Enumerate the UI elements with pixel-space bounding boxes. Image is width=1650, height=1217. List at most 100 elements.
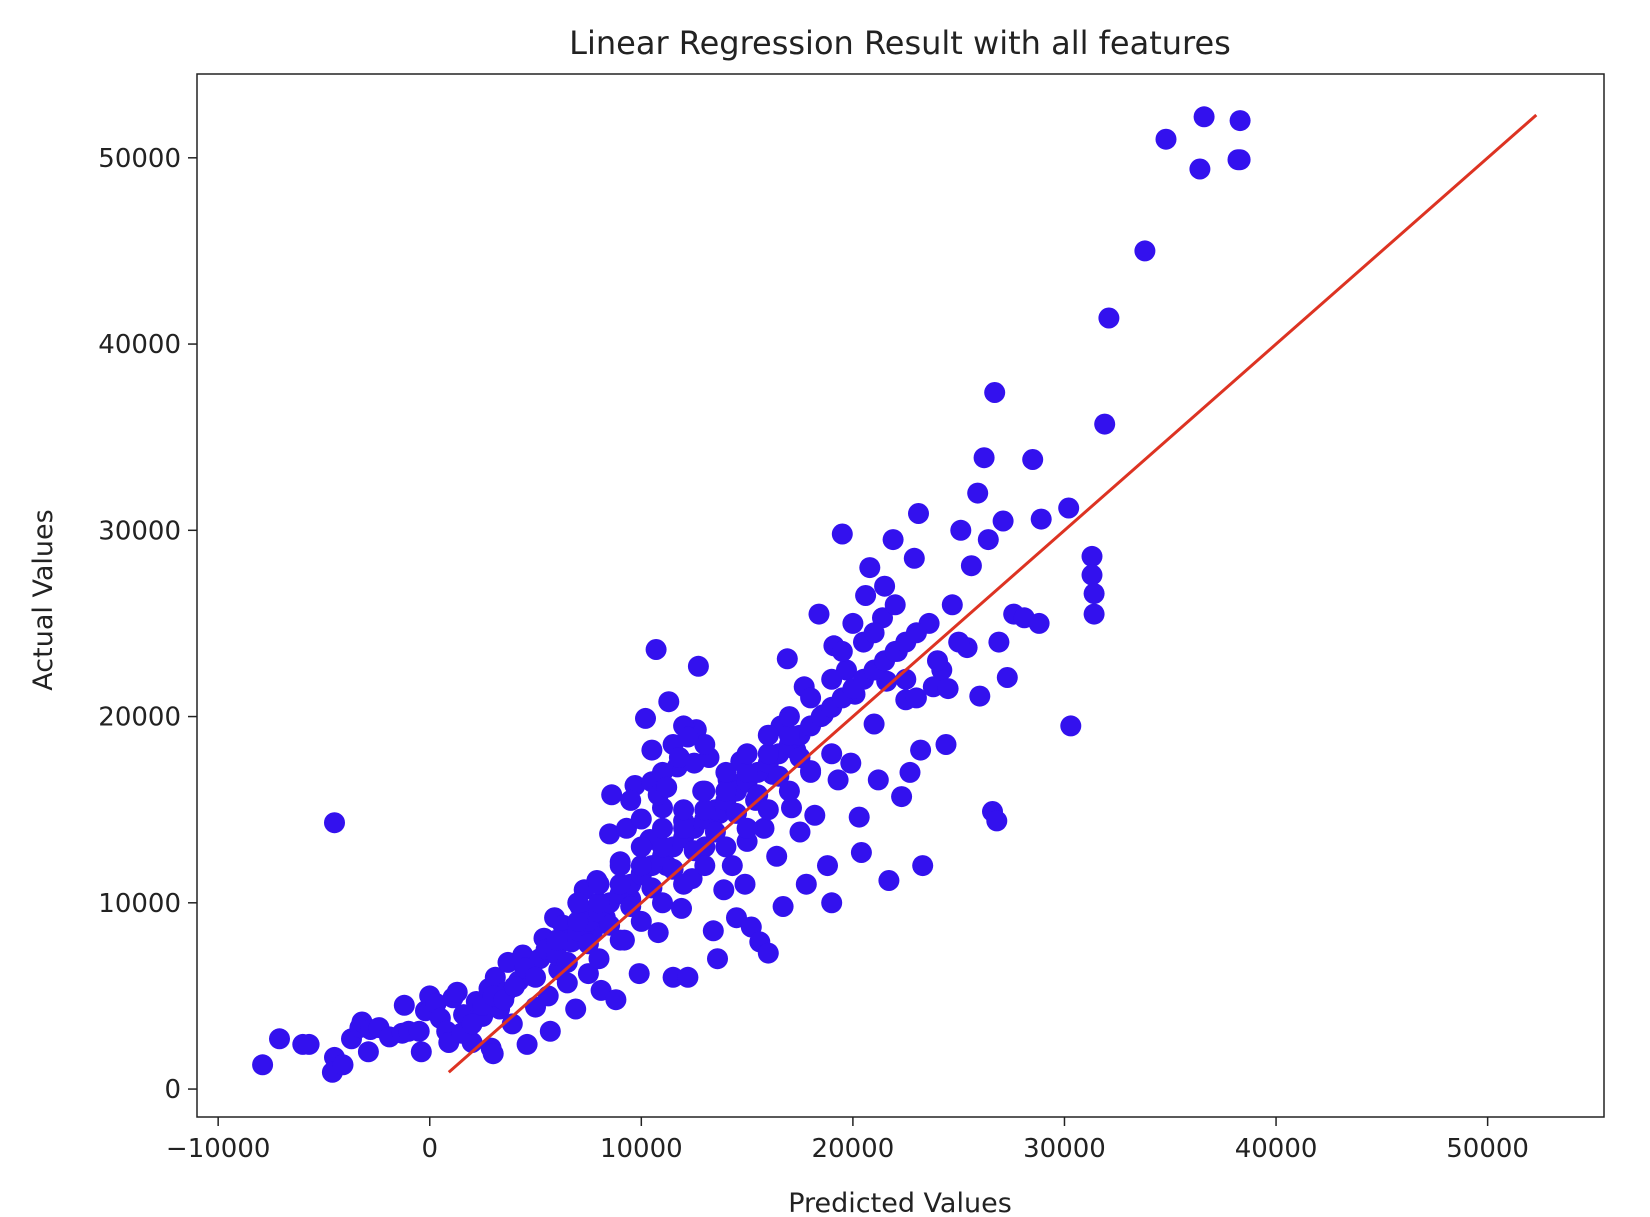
data-point xyxy=(840,752,862,774)
x-tick-label: 20000 xyxy=(812,1134,895,1164)
data-point xyxy=(683,840,705,862)
data-point xyxy=(891,786,913,808)
data-point xyxy=(1081,564,1103,586)
y-tick-label: 40000 xyxy=(98,330,181,360)
data-point xyxy=(1022,449,1044,470)
data-point xyxy=(673,817,695,839)
data-point xyxy=(821,743,843,765)
data-point xyxy=(817,855,838,877)
data-point xyxy=(484,966,506,988)
data-point xyxy=(1058,497,1080,519)
data-point xyxy=(821,892,843,914)
data-point xyxy=(827,769,849,791)
y-tick-label: 50000 xyxy=(98,144,181,174)
x-axis-title: Predicted Values xyxy=(788,1188,1012,1217)
data-point xyxy=(605,989,627,1011)
data-point xyxy=(567,892,589,914)
data-point xyxy=(882,529,904,551)
data-point xyxy=(1083,583,1105,605)
data-point xyxy=(410,1041,432,1063)
data-point xyxy=(948,631,970,653)
data-point xyxy=(673,873,695,895)
data-point xyxy=(863,713,885,735)
data-point xyxy=(721,855,743,877)
data-point xyxy=(935,734,957,755)
data-point xyxy=(941,594,963,616)
data-point xyxy=(1193,106,1215,128)
data-point xyxy=(781,797,802,819)
data-point xyxy=(808,603,830,625)
x-tick-label: 10000 xyxy=(600,1134,683,1164)
data-point xyxy=(821,668,843,690)
data-point xyxy=(662,858,684,880)
data-point xyxy=(656,776,678,798)
x-tick-label: −10000 xyxy=(166,1134,271,1164)
x-tick-label: 40000 xyxy=(1235,1134,1318,1164)
data-point xyxy=(927,650,948,672)
fit-line xyxy=(447,113,1538,1074)
data-point xyxy=(503,976,525,998)
data-point xyxy=(645,639,667,660)
data-point xyxy=(658,691,680,713)
data-point xyxy=(778,780,800,802)
plot-frame xyxy=(196,73,1605,1118)
data-point xyxy=(768,765,790,787)
data-point xyxy=(1060,715,1082,737)
data-point xyxy=(652,836,673,858)
data-point xyxy=(905,622,927,644)
y-tick-label: 30000 xyxy=(98,516,181,546)
data-point xyxy=(652,817,673,839)
data-point xyxy=(630,808,652,830)
data-point xyxy=(960,555,982,577)
data-point xyxy=(789,747,811,768)
data-point xyxy=(694,734,716,755)
data-point xyxy=(567,910,589,932)
x-tick-label: 50000 xyxy=(1446,1134,1529,1164)
data-point xyxy=(778,724,800,746)
data-point xyxy=(647,922,669,944)
data-point xyxy=(726,802,747,824)
data-point xyxy=(757,942,779,964)
data-point xyxy=(863,622,885,644)
data-point xyxy=(973,447,995,469)
data-point xyxy=(516,1033,538,1055)
plot-area xyxy=(197,74,1604,1117)
data-point xyxy=(671,897,692,919)
data-point xyxy=(662,966,684,988)
data-point xyxy=(1155,128,1177,150)
y-tick-label: 20000 xyxy=(98,703,181,733)
data-point xyxy=(1081,545,1103,567)
data-point xyxy=(772,896,794,917)
x-tick-label: 30000 xyxy=(1023,1134,1106,1164)
data-point xyxy=(677,726,699,748)
data-point xyxy=(905,687,927,709)
data-point xyxy=(910,739,932,761)
data-point xyxy=(1028,612,1050,634)
data-point xyxy=(609,873,631,895)
data-point xyxy=(950,519,972,541)
data-point xyxy=(713,879,735,901)
data-point xyxy=(831,640,853,662)
data-point xyxy=(804,804,826,826)
data-point xyxy=(298,1033,320,1055)
data-point xyxy=(668,747,690,768)
data-point xyxy=(588,948,610,970)
data-point xyxy=(546,929,568,951)
data-point xyxy=(766,845,788,867)
y-tick-label: 0 xyxy=(164,1075,181,1105)
fit-line-layer xyxy=(447,113,1538,1074)
data-point xyxy=(988,631,1010,653)
data-point xyxy=(357,1041,379,1063)
data-point xyxy=(984,382,1006,403)
y-axis-title: Actual Values xyxy=(28,509,59,690)
data-point xyxy=(704,821,726,843)
data-point xyxy=(537,985,559,1007)
data-point xyxy=(1098,307,1120,329)
data-point xyxy=(996,667,1018,688)
data-point xyxy=(977,529,999,551)
data-point xyxy=(641,877,663,899)
data-point xyxy=(565,998,587,1020)
data-point xyxy=(556,951,578,973)
data-point xyxy=(789,821,811,843)
data-point xyxy=(673,799,695,821)
